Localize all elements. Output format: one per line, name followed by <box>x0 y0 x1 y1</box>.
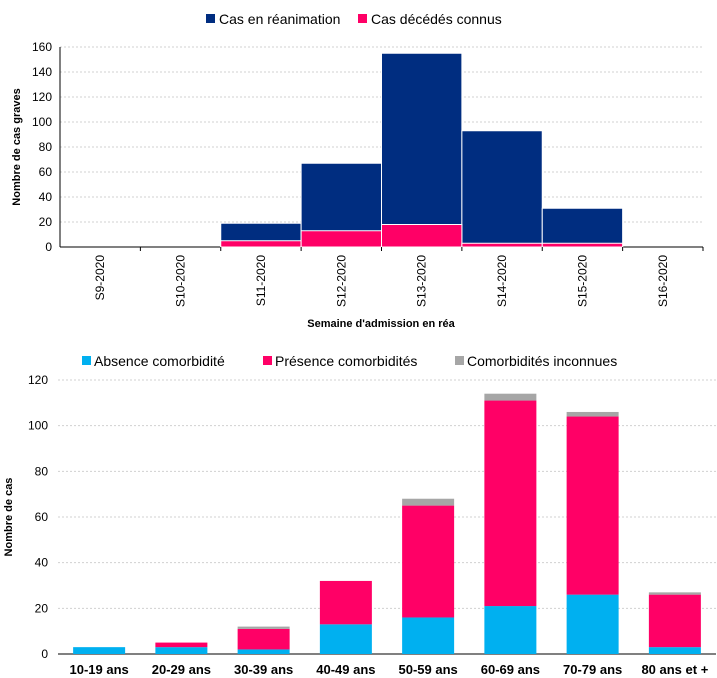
bar-segment <box>402 505 455 618</box>
bar <box>461 242 543 248</box>
bar-segment <box>484 393 537 401</box>
bar-segment <box>73 647 126 654</box>
y-tick-label: 0 <box>41 647 48 661</box>
y-tick-label: 100 <box>32 115 52 129</box>
bar-segment <box>566 411 619 417</box>
x-tick-label: 40-49 ans <box>316 662 375 677</box>
bar-segment <box>237 649 290 654</box>
y-tick-label: 120 <box>28 373 48 387</box>
legend-swatch <box>455 356 464 365</box>
legend: Absence comorbidité Présence comorbidités… <box>82 353 617 369</box>
y-axis-title: Nombre de cas graves <box>11 88 23 205</box>
legend-label: Comorbidités inconnues <box>467 353 617 369</box>
bar-segment <box>648 647 701 654</box>
bar-segment <box>566 594 619 654</box>
x-axis-title: Semaine d'admission en réa <box>307 318 455 330</box>
y-tick-label: 20 <box>39 215 53 229</box>
x-tick-label: 20-29 ans <box>152 662 211 677</box>
bar <box>220 240 302 248</box>
y-tick-label: 160 <box>32 40 52 54</box>
bar-segment <box>484 606 537 654</box>
legend-label: Cas en réanimation <box>219 11 340 27</box>
x-tick-label: 50-59 ans <box>398 662 457 677</box>
legend-swatch <box>82 356 91 365</box>
y-tick-label: 60 <box>35 510 49 524</box>
bar <box>300 230 382 248</box>
y-tick-label: 40 <box>35 556 49 570</box>
legend-swatch <box>358 14 367 23</box>
x-tick-label: S16-2020 <box>656 255 670 307</box>
bar <box>381 52 463 248</box>
x-tick-label: S11-2020 <box>254 255 268 306</box>
x-tick-label: 80 ans et + <box>641 662 708 677</box>
bar <box>461 130 543 248</box>
bar-segment <box>648 594 701 648</box>
y-tick-label: 0 <box>45 240 52 254</box>
y-tick-label: 120 <box>32 90 52 104</box>
legend: Cas en réanimation Cas décédés connus <box>206 11 502 27</box>
bar-segment <box>402 617 455 654</box>
x-tick-label: S14-2020 <box>495 255 509 307</box>
y-tick-label: 20 <box>35 601 49 615</box>
y-tick-label: 100 <box>28 419 48 433</box>
bar-segment <box>566 416 619 595</box>
chart-admissions-by-week: Cas en réanimation Cas décédés connus 0 20 4… <box>11 11 704 330</box>
x-tick-label: 30-39 ans <box>234 662 293 677</box>
x-tick-label: 10-19 ans <box>69 662 128 677</box>
x-tick-label: S15-2020 <box>575 255 589 307</box>
legend-swatch <box>206 14 215 23</box>
bar <box>541 207 624 248</box>
y-tick-label: 80 <box>39 140 53 154</box>
x-tick-label: 60-69 ans <box>481 662 540 677</box>
bar-segment <box>319 624 372 654</box>
y-tick-label: 140 <box>32 65 52 79</box>
chart-cases-by-age: Absence comorbidité Présence comorbidités… <box>3 353 716 677</box>
bar-segment <box>237 626 290 629</box>
bar-segment <box>402 498 455 506</box>
bar-segment <box>648 592 701 595</box>
x-tick-label: 70-79 ans <box>563 662 622 677</box>
bar-segment <box>319 580 372 625</box>
legend-label: Présence comorbidités <box>275 353 417 369</box>
y-tick-label: 60 <box>39 165 53 179</box>
y-tick-label: 40 <box>39 190 53 204</box>
y-tick-label: 80 <box>35 464 49 478</box>
y-axis-title: Nombre de cas <box>3 478 15 557</box>
bar <box>541 242 624 248</box>
bar-segment <box>155 642 208 648</box>
legend-label: Cas décédés connus <box>371 11 502 27</box>
bar-segment <box>484 400 537 607</box>
bar <box>381 224 463 248</box>
legend-label: Absence comorbidité <box>94 353 225 369</box>
bar-segment <box>237 628 290 650</box>
x-tick-label: S9-2020 <box>93 255 107 301</box>
x-tick-label: S13-2020 <box>415 255 429 307</box>
x-tick-label: S12-2020 <box>334 255 348 307</box>
bar-segment <box>155 647 208 654</box>
x-tick-label: S10-2020 <box>174 255 188 307</box>
legend-swatch <box>263 356 272 365</box>
